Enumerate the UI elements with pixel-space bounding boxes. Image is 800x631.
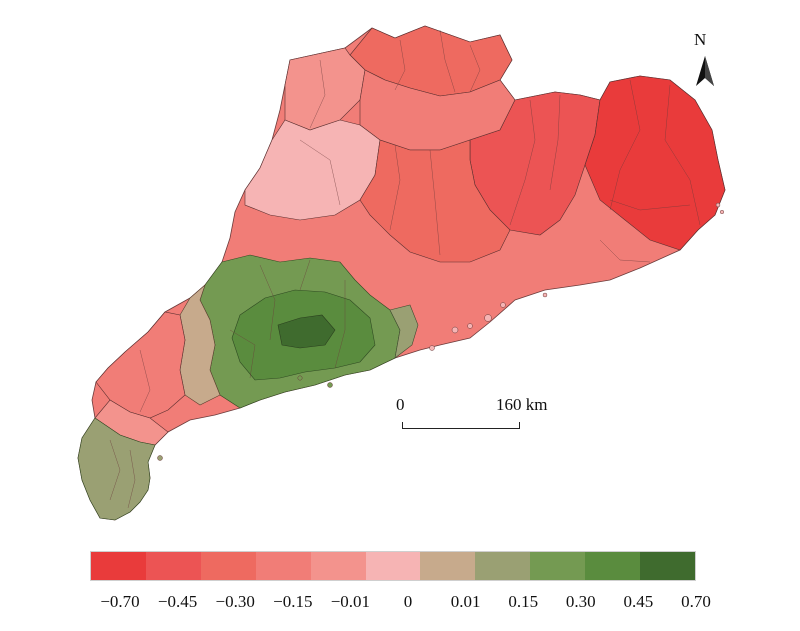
legend-swatch: [255, 552, 311, 580]
map-region: [389, 304, 419, 359]
legend-tick-label: 0.15: [508, 592, 539, 611]
scale-bar: 0 160 km: [392, 395, 572, 435]
legend-labels: −0.70 −0.45 −0.30 −0.15 −0.01 0 0.01 0.15 0.30 0.…: [0, 592, 800, 616]
scale-line: [402, 422, 520, 429]
legend-tick-label: 0.30: [565, 592, 596, 611]
legend-swatch: [475, 552, 531, 580]
legend-tick-label: −0.70: [100, 592, 140, 611]
map-region: [284, 47, 366, 131]
map-region: [77, 417, 156, 521]
county-borders: [109, 29, 701, 509]
north-label: N: [694, 30, 707, 49]
map-region: [277, 314, 336, 349]
legend-tick-label: 0.01: [450, 592, 481, 611]
coastal-islands: [157, 202, 725, 461]
legend-swatch: [365, 552, 421, 580]
legend-swatch: [200, 552, 256, 580]
scale-end-label: 160 km: [496, 395, 548, 414]
legend-swatch: [145, 552, 201, 580]
province-map: [77, 25, 726, 521]
legend-swatch: [91, 552, 146, 580]
color-legend: [90, 551, 696, 581]
legend-tick-label: 0.45: [623, 592, 654, 611]
map-region: [244, 119, 381, 221]
map-regions: [77, 25, 726, 521]
legend-tick-label: −0.01: [330, 592, 371, 611]
legend-tick-label: −0.30: [215, 592, 255, 611]
north-arrow-icon: [696, 56, 714, 86]
map-region: [95, 311, 186, 419]
scale-start-label: 0: [396, 395, 405, 414]
legend-tick-label: 0.70: [681, 592, 711, 611]
legend-tick-label: 0: [403, 592, 413, 611]
legend-swatch: [640, 552, 695, 580]
legend-tick-label: −0.45: [157, 592, 198, 611]
legend-swatch: [585, 552, 641, 580]
map-region: [584, 75, 726, 251]
legend-tick-label: −0.15: [273, 592, 313, 611]
legend-swatch: [530, 552, 586, 580]
legend-swatch: [310, 552, 366, 580]
legend-swatch: [420, 552, 476, 580]
